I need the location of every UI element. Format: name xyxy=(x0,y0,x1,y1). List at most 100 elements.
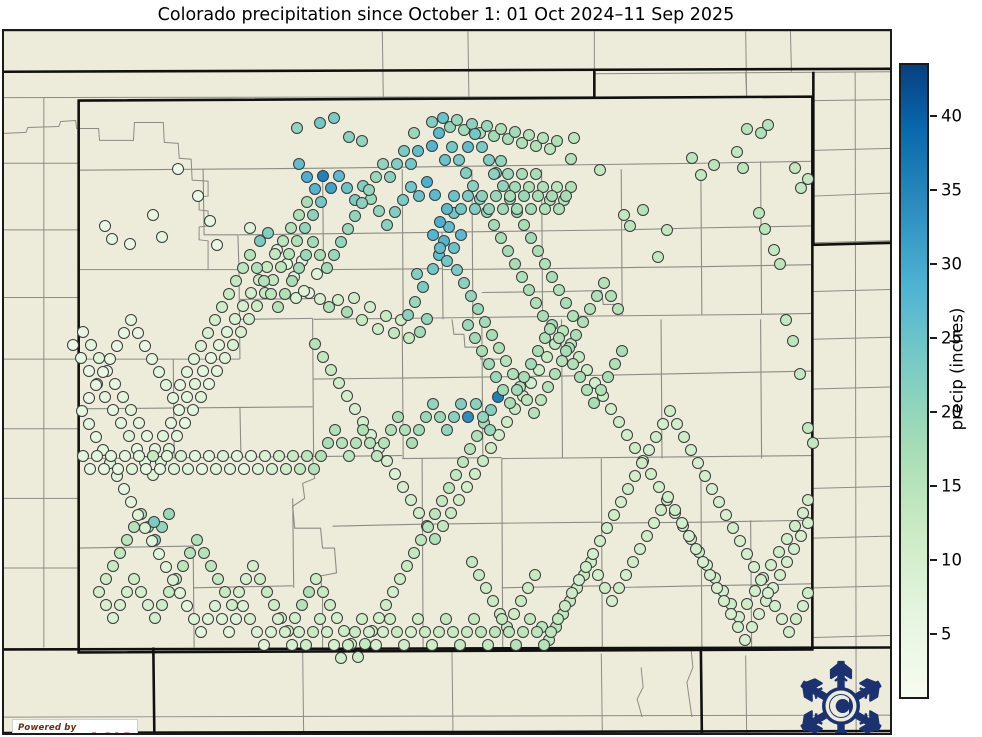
station-point xyxy=(794,368,806,380)
station-point xyxy=(612,303,624,315)
station-point xyxy=(308,463,320,475)
station-point xyxy=(392,411,404,423)
station-point xyxy=(591,290,603,302)
station-point xyxy=(363,184,375,196)
station-point xyxy=(389,206,401,218)
colorbar-gradient xyxy=(901,65,927,697)
station-point xyxy=(268,599,280,611)
station-point xyxy=(352,651,364,663)
station-point xyxy=(652,251,664,263)
station-point xyxy=(537,310,549,322)
station-point xyxy=(567,358,579,370)
station-point xyxy=(333,170,345,182)
station-point xyxy=(613,582,625,594)
station-point xyxy=(443,221,455,233)
station-point xyxy=(191,534,203,546)
station-point xyxy=(516,168,528,180)
station-point xyxy=(272,613,284,625)
station-point xyxy=(245,287,257,299)
station-point xyxy=(398,145,410,157)
station-point xyxy=(349,403,361,415)
station-point xyxy=(243,313,255,325)
station-point xyxy=(594,535,606,547)
station-point xyxy=(237,300,249,312)
station-point xyxy=(451,114,463,126)
colorbar-tick-mark xyxy=(930,559,937,561)
station-point xyxy=(737,162,749,174)
station-point xyxy=(447,626,459,638)
station-point xyxy=(439,154,451,166)
station-point xyxy=(219,352,231,364)
station-point xyxy=(551,135,563,147)
station-point xyxy=(500,355,512,367)
station-point xyxy=(469,128,481,140)
station-point xyxy=(781,533,793,545)
station-point xyxy=(546,190,558,202)
station-point xyxy=(269,248,281,260)
station-point xyxy=(160,561,172,573)
station-point xyxy=(408,547,420,559)
station-point xyxy=(762,587,774,599)
station-point xyxy=(469,203,481,215)
station-point xyxy=(458,277,470,289)
station-point xyxy=(530,297,542,309)
station-point xyxy=(753,207,765,219)
station-point xyxy=(107,404,119,416)
station-point xyxy=(356,613,368,625)
station-point xyxy=(100,573,112,585)
station-point xyxy=(377,626,389,638)
station-point xyxy=(483,358,495,370)
station-point xyxy=(123,430,135,442)
station-point xyxy=(405,494,417,506)
station-point xyxy=(192,190,204,202)
station-point xyxy=(195,340,207,352)
station-point xyxy=(627,556,639,568)
station-point xyxy=(403,332,415,344)
station-point xyxy=(389,468,401,480)
station-point xyxy=(217,450,229,462)
station-point xyxy=(153,548,165,560)
station-point xyxy=(448,190,460,202)
station-point xyxy=(454,639,466,651)
station-point xyxy=(172,163,184,175)
station-point xyxy=(485,442,497,454)
station-point xyxy=(381,455,393,467)
station-point xyxy=(413,190,425,202)
station-point xyxy=(422,521,434,533)
station-point xyxy=(371,450,383,462)
station-point xyxy=(521,394,533,406)
map-plot-area: Powered by ACIS Regional Climate Centers xyxy=(2,29,892,735)
colorbar-tick-label: 20 xyxy=(941,402,962,422)
station-point xyxy=(333,377,345,389)
station-point xyxy=(409,296,421,308)
station-point xyxy=(157,430,169,442)
station-point xyxy=(541,351,553,363)
station-point xyxy=(532,190,544,202)
station-point xyxy=(525,203,537,215)
station-point xyxy=(539,258,551,270)
station-point xyxy=(286,639,298,651)
station-point xyxy=(606,595,618,607)
station-point xyxy=(486,329,498,341)
station-point xyxy=(317,351,329,363)
station-point xyxy=(156,599,168,611)
station-point xyxy=(293,262,305,274)
station-point xyxy=(671,418,683,430)
station-point xyxy=(104,353,116,365)
station-point xyxy=(160,379,172,391)
station-point xyxy=(343,450,355,462)
station-point xyxy=(412,613,424,625)
station-point xyxy=(231,450,243,462)
station-point xyxy=(397,481,409,493)
station-point xyxy=(795,182,807,194)
station-point xyxy=(285,222,297,234)
station-point xyxy=(453,154,465,166)
station-point xyxy=(437,520,449,532)
station-point xyxy=(394,573,406,585)
station-point xyxy=(317,586,329,598)
station-point xyxy=(648,517,660,529)
station-point xyxy=(605,290,617,302)
station-point xyxy=(139,340,151,352)
station-point xyxy=(413,424,425,436)
station-point xyxy=(357,424,369,436)
